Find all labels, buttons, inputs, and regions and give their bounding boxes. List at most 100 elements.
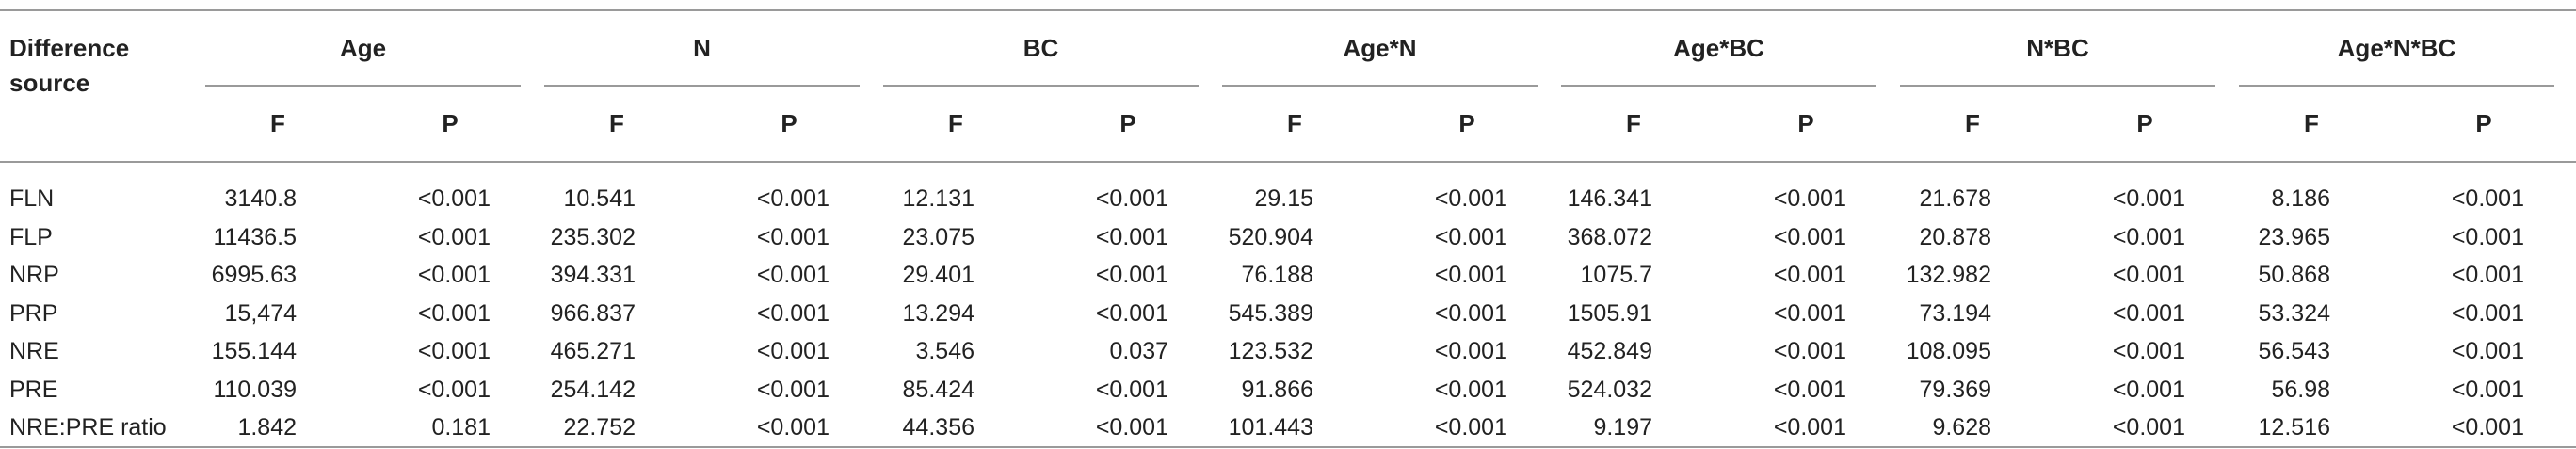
- subheader-age-n-bc-p: P: [2475, 109, 2492, 137]
- group-header-n-bc: N*BC: [2026, 34, 2089, 62]
- cell-age-f: 15,474: [224, 299, 297, 327]
- cell-age-bc-f: 368.072: [1567, 223, 1652, 250]
- row-label: NRP: [9, 262, 59, 288]
- cell-age-p: <0.001: [417, 376, 491, 403]
- cell-n-f: 22.752: [563, 414, 636, 441]
- group-rule-n-bc: [1900, 85, 2215, 87]
- cell-n-bc-f: 73.194: [1919, 299, 1991, 327]
- cell-n-p: <0.001: [756, 185, 829, 212]
- cell-age-f: 6995.63: [211, 262, 297, 288]
- cell-n-f: 465.271: [550, 338, 636, 364]
- cell-age-n-bc-f: 50.868: [2258, 262, 2330, 288]
- group-rule-age-n: [1222, 85, 1538, 87]
- row-label: FLP: [9, 223, 53, 250]
- group-header-bc: BC: [1022, 34, 1059, 62]
- row-label: PRE: [9, 376, 58, 403]
- cell-bc-p: <0.001: [1095, 185, 1168, 212]
- subheader-age-n-f: F: [1287, 109, 1302, 137]
- cell-n-bc-p: <0.001: [2112, 223, 2185, 250]
- cell-age-bc-f: 524.032: [1567, 376, 1652, 403]
- cell-age-bc-p: <0.001: [1773, 338, 1846, 364]
- cell-age-f: 3140.8: [224, 185, 297, 212]
- cell-age-p: <0.001: [417, 262, 491, 288]
- subheader-age-f: F: [270, 109, 285, 137]
- cell-age-n-f: 123.532: [1228, 338, 1313, 364]
- table-top-rule: [0, 9, 2576, 11]
- cell-age-n-f: 545.389: [1228, 299, 1313, 327]
- cell-age-n-bc-p: <0.001: [2451, 262, 2524, 288]
- cell-age-n-bc-p: <0.001: [2451, 414, 2524, 441]
- cell-n-p: <0.001: [756, 414, 829, 441]
- cell-n-f: 10.541: [563, 185, 636, 212]
- cell-age-n-bc-f: 53.324: [2258, 299, 2330, 327]
- cell-n-p: <0.001: [756, 262, 829, 288]
- header-bottom-rule: [0, 161, 2576, 163]
- cell-bc-p: <0.001: [1095, 223, 1168, 250]
- cell-age-n-bc-f: 12.516: [2258, 414, 2330, 441]
- cell-n-p: <0.001: [756, 376, 829, 403]
- cell-n-f: 254.142: [550, 376, 636, 403]
- subheader-n-f: F: [609, 109, 624, 137]
- cell-age-n-bc-p: <0.001: [2451, 299, 2524, 327]
- cell-age-bc-f: 1075.7: [1580, 262, 1652, 288]
- cell-n-bc-p: <0.001: [2112, 185, 2185, 212]
- cell-n-bc-f: 108.095: [1906, 338, 1991, 364]
- cell-n-f: 394.331: [550, 262, 636, 288]
- cell-n-bc-p: <0.001: [2112, 299, 2185, 327]
- cell-n-bc-f: 132.982: [1906, 262, 1991, 288]
- cell-age-n-bc-f: 56.98: [2271, 376, 2330, 403]
- table-bottom-rule: [0, 446, 2576, 448]
- subheader-bc-p: P: [1119, 109, 1136, 137]
- cell-bc-p: <0.001: [1095, 376, 1168, 403]
- cell-age-n-bc-f: 8.186: [2271, 185, 2330, 212]
- group-header-age: Age: [339, 34, 387, 62]
- cell-n-f: 235.302: [550, 223, 636, 250]
- cell-bc-f: 13.294: [902, 299, 974, 327]
- cell-n-p: <0.001: [756, 338, 829, 364]
- group-rule-age-n-bc: [2239, 85, 2554, 87]
- cell-age-n-p: <0.001: [1434, 223, 1507, 250]
- cell-bc-p: <0.001: [1095, 262, 1168, 288]
- row-header-label-line1: Difference: [9, 34, 130, 62]
- cell-age-p: <0.001: [417, 338, 491, 364]
- cell-bc-f: 3.546: [915, 338, 974, 364]
- subheader-age-bc-p: P: [1797, 109, 1814, 137]
- cell-age-bc-f: 1505.91: [1567, 299, 1652, 327]
- cell-age-n-f: 520.904: [1228, 223, 1313, 250]
- cell-n-bc-p: <0.001: [2112, 376, 2185, 403]
- cell-age-f: 11436.5: [213, 223, 297, 250]
- cell-n-bc-p: <0.001: [2112, 338, 2185, 364]
- cell-n-f: 966.837: [550, 299, 636, 327]
- subheader-bc-f: F: [948, 109, 963, 137]
- cell-age-n-p: <0.001: [1434, 376, 1507, 403]
- cell-age-bc-f: 146.341: [1567, 185, 1652, 212]
- cell-bc-f: 85.424: [902, 376, 974, 403]
- cell-age-n-bc-p: <0.001: [2451, 376, 2524, 403]
- cell-age-n-bc-p: <0.001: [2451, 185, 2524, 212]
- cell-age-bc-p: <0.001: [1773, 376, 1846, 403]
- cell-bc-f: 23.075: [902, 223, 974, 250]
- group-header-n: N: [693, 34, 711, 62]
- cell-age-n-f: 101.443: [1228, 414, 1313, 441]
- cell-age-n-p: <0.001: [1434, 262, 1507, 288]
- cell-age-n-f: 29.15: [1254, 185, 1313, 212]
- cell-bc-p: <0.001: [1095, 299, 1168, 327]
- cell-bc-p: <0.001: [1095, 414, 1168, 441]
- cell-bc-f: 44.356: [902, 414, 974, 441]
- cell-bc-p: 0.037: [1109, 338, 1168, 364]
- group-rule-age: [205, 85, 521, 87]
- subheader-age-n-p: P: [1458, 109, 1475, 137]
- subheader-age-n-bc-f: F: [2304, 109, 2319, 137]
- cell-age-n-p: <0.001: [1434, 338, 1507, 364]
- row-header-label-line2: source: [9, 69, 90, 97]
- cell-n-bc-f: 9.628: [1932, 414, 1991, 441]
- cell-n-p: <0.001: [756, 299, 829, 327]
- group-rule-age-bc: [1561, 85, 1876, 87]
- cell-n-bc-p: <0.001: [2112, 414, 2185, 441]
- row-label: FLN: [9, 185, 55, 212]
- cell-age-bc-p: <0.001: [1773, 185, 1846, 212]
- cell-age-n-p: <0.001: [1434, 414, 1507, 441]
- group-header-age-bc: Age*BC: [1673, 34, 1764, 62]
- cell-age-n-p: <0.001: [1434, 185, 1507, 212]
- cell-age-p: <0.001: [417, 223, 491, 250]
